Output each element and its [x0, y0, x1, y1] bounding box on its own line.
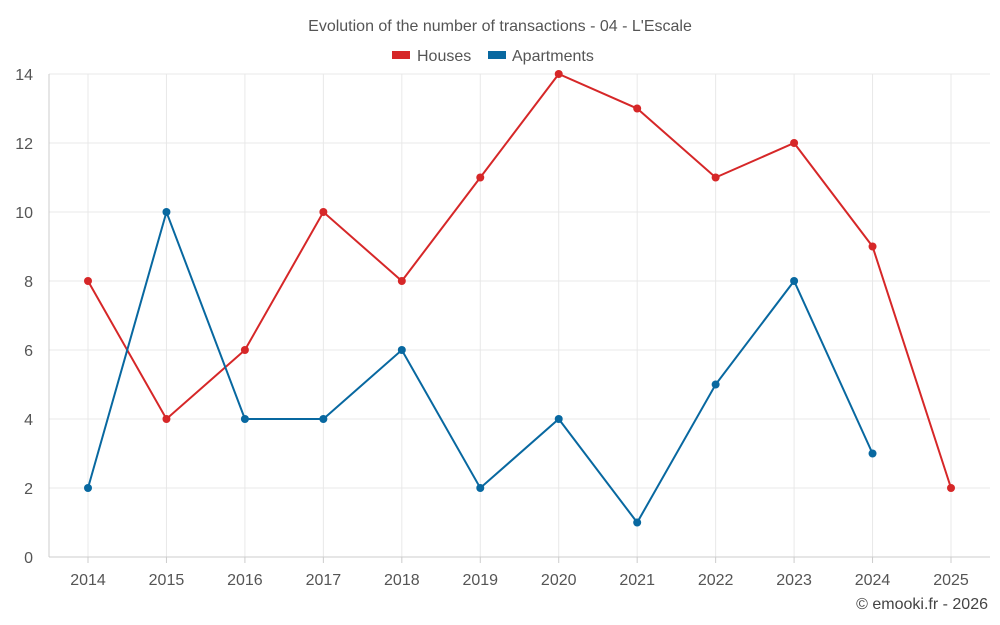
y-tick-label: 14 — [15, 67, 33, 84]
grid — [49, 73, 990, 557]
data-point-houses[interactable] — [868, 242, 877, 251]
x-tick-label: 2020 — [541, 572, 577, 589]
y-tick-label: 8 — [24, 274, 33, 291]
x-tick-label: 2019 — [462, 572, 498, 589]
data-point-apartments[interactable] — [711, 380, 720, 389]
data-point-houses[interactable] — [319, 208, 328, 216]
data-point-houses[interactable] — [240, 346, 249, 354]
y-tick-label: 12 — [15, 136, 33, 153]
x-tick-label: 2016 — [227, 572, 263, 589]
data-point-houses[interactable] — [476, 173, 485, 182]
data-point-apartments[interactable] — [240, 415, 249, 423]
data-point-houses[interactable] — [397, 277, 406, 285]
series-apartments — [84, 208, 877, 527]
x-tick-label: 2017 — [306, 572, 342, 589]
series — [84, 70, 955, 527]
x-tick-label: 2024 — [855, 572, 891, 589]
legend-swatch — [392, 51, 410, 59]
data-point-apartments[interactable] — [476, 484, 485, 492]
data-point-houses[interactable] — [947, 484, 955, 492]
x-tick-label: 2025 — [933, 572, 969, 589]
x-tick-label: 2014 — [70, 572, 106, 589]
data-point-apartments[interactable] — [84, 484, 92, 492]
y-tick-label: 2 — [24, 481, 33, 498]
y-tick-label: 0 — [24, 550, 33, 567]
data-point-houses[interactable] — [633, 104, 642, 113]
data-point-apartments[interactable] — [633, 518, 642, 527]
series-houses — [84, 70, 955, 492]
x-tick-label: 2023 — [776, 572, 812, 589]
data-point-apartments[interactable] — [397, 346, 406, 354]
data-point-apartments[interactable] — [554, 415, 563, 423]
chart-title: Evolution of the number of transactions … — [308, 18, 692, 35]
legend-swatch — [488, 51, 506, 59]
legend-item-houses[interactable]: Houses — [392, 48, 471, 65]
y-tick-label: 6 — [24, 343, 33, 360]
legend-label: Houses — [417, 48, 471, 65]
data-point-houses[interactable] — [554, 70, 563, 78]
data-point-apartments[interactable] — [790, 277, 799, 285]
data-point-apartments[interactable] — [868, 449, 877, 458]
x-tick-label: 2022 — [698, 572, 734, 589]
credit-text: © emooki.fr - 2026 — [856, 596, 988, 613]
y-tick-label: 4 — [24, 412, 33, 429]
data-point-houses[interactable] — [711, 173, 720, 182]
legend: Houses Apartments — [392, 48, 594, 65]
y-tick-label: 10 — [15, 205, 33, 222]
axes: 0 2 4 6 8 10 12 14 2014 2015 2016 2017 2018 2019 2020 2… — [15, 67, 990, 589]
legend-item-apartments[interactable]: Apartments — [488, 48, 594, 65]
data-point-apartments[interactable] — [319, 415, 328, 423]
x-tick-label: 2015 — [149, 572, 185, 589]
series-line-houses — [87, 72, 952, 489]
data-point-apartments[interactable] — [162, 208, 171, 216]
x-tick-label: 2021 — [619, 572, 655, 589]
data-point-houses[interactable] — [84, 277, 92, 285]
data-point-houses[interactable] — [162, 415, 171, 423]
legend-label: Apartments — [512, 48, 594, 65]
x-tick-label: 2018 — [384, 572, 420, 589]
data-point-houses[interactable] — [790, 139, 799, 147]
